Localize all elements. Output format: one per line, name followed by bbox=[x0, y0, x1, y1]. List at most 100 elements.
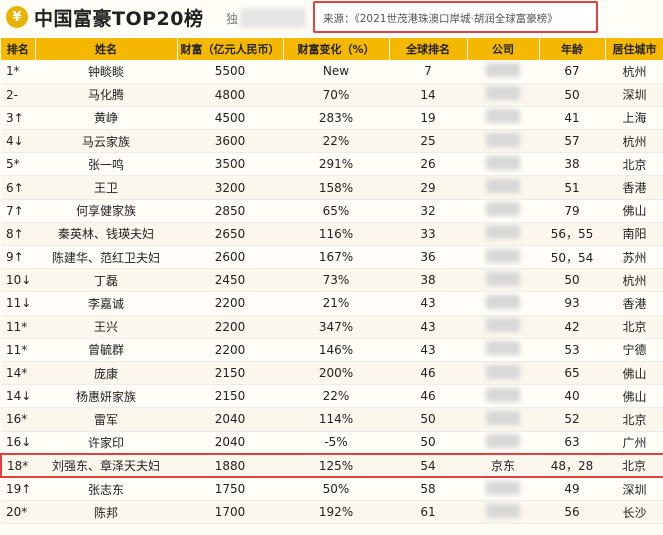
cell-company bbox=[467, 407, 539, 432]
cell-wealth: 2040 bbox=[177, 407, 283, 432]
cell-name: 陈邦 bbox=[35, 500, 177, 525]
cell-name: 杨惠妍家族 bbox=[35, 384, 177, 409]
column-header: 财富（亿元人民币） bbox=[177, 38, 284, 60]
cell-global: 14 bbox=[389, 83, 467, 107]
cell-city: 佛山 bbox=[605, 199, 663, 223]
cell-global: 50 bbox=[389, 431, 467, 455]
cell-rank: 9↑ bbox=[1, 245, 35, 270]
cell-global: 61 bbox=[389, 500, 467, 525]
cell-change: 283% bbox=[283, 106, 389, 131]
cell-rank: 11* bbox=[1, 338, 35, 362]
cell-rank: 11↓ bbox=[1, 291, 35, 316]
table-row: 2- 马化腾 4800 70% 14 50 深圳 bbox=[1, 83, 663, 107]
cell-global: 46 bbox=[389, 384, 467, 409]
cell-name: 陈建华、范红卫夫妇 bbox=[35, 245, 177, 270]
blurred-company bbox=[486, 410, 520, 425]
cell-company bbox=[467, 291, 539, 316]
cell-age: 65 bbox=[539, 361, 605, 386]
column-header: 年龄 bbox=[539, 38, 606, 60]
cell-age: 93 bbox=[539, 291, 605, 316]
table-row: 19↑ 张志东 1750 50% 58 49 深圳 bbox=[1, 477, 663, 502]
cell-rank: 16↓ bbox=[1, 431, 35, 455]
cell-age: 49 bbox=[539, 477, 605, 502]
cell-company bbox=[467, 315, 539, 339]
cell-wealth: 2150 bbox=[177, 361, 283, 386]
cell-rank: 5* bbox=[1, 152, 35, 177]
cell-global: 46 bbox=[389, 361, 467, 386]
cell-wealth: 2450 bbox=[177, 268, 283, 293]
cell-age: 41 bbox=[539, 106, 605, 131]
cell-city: 深圳 bbox=[605, 83, 663, 107]
table-row: 14* 庞康 2150 200% 46 65 佛山 bbox=[1, 361, 663, 386]
column-header: 居住城市 bbox=[605, 38, 663, 60]
table-body: 1* 钟睒睒 5500 New 7 67 杭州 2- 马化腾 4800 70% 14 50 深圳 3↑ 黄峥 4… bbox=[0, 60, 663, 525]
cell-name: 王兴 bbox=[35, 315, 177, 339]
cell-company bbox=[467, 245, 539, 270]
cell-rank: 8↑ bbox=[1, 222, 35, 247]
table-row: 20* 陈邦 1700 192% 61 56 长沙 bbox=[1, 500, 663, 525]
cell-name: 庞康 bbox=[35, 361, 177, 386]
cell-wealth: 2040 bbox=[177, 431, 283, 455]
cell-rank: 14↓ bbox=[1, 384, 35, 409]
cell-global: 36 bbox=[389, 245, 467, 270]
cell-age: 40 bbox=[539, 384, 605, 409]
table-row: 7↑ 何享健家族 2850 65% 32 79 佛山 bbox=[1, 199, 663, 223]
cell-global: 50 bbox=[389, 407, 467, 432]
cell-global: 58 bbox=[389, 477, 467, 502]
cell-city: 杭州 bbox=[605, 129, 663, 154]
blurred-company bbox=[486, 202, 520, 217]
cell-city: 上海 bbox=[605, 106, 663, 131]
blurred-company bbox=[486, 294, 520, 309]
cell-change: 192% bbox=[283, 500, 389, 525]
cell-name: 马云家族 bbox=[35, 129, 177, 154]
cell-wealth: 2200 bbox=[177, 291, 283, 316]
column-header: 姓名 bbox=[35, 38, 178, 60]
cell-wealth: 1700 bbox=[177, 500, 283, 525]
cell-global: 43 bbox=[389, 315, 467, 339]
blurred-company bbox=[486, 179, 520, 194]
cell-company bbox=[467, 222, 539, 247]
column-header: 排名 bbox=[1, 38, 36, 60]
blurred-company bbox=[486, 318, 520, 333]
cell-age: 56 bbox=[539, 500, 605, 525]
cell-change: 73% bbox=[283, 268, 389, 293]
blurred-company bbox=[486, 480, 520, 495]
cell-global: 7 bbox=[389, 60, 467, 84]
title-suffix: 独 bbox=[226, 12, 239, 26]
cell-company bbox=[467, 268, 539, 293]
cell-rank: 7↑ bbox=[1, 199, 35, 223]
table-row: 10↓ 丁磊 2450 73% 38 50 杭州 bbox=[1, 268, 663, 293]
table-row: 3↑ 黄峥 4500 283% 19 41 上海 bbox=[1, 106, 663, 131]
cell-name: 何享健家族 bbox=[35, 199, 177, 223]
cell-rank: 18* bbox=[0, 453, 35, 479]
cell-wealth: 4800 bbox=[177, 83, 283, 107]
column-header: 财富变化（%） bbox=[283, 38, 390, 60]
cell-change: New bbox=[283, 60, 389, 84]
cell-wealth: 2200 bbox=[177, 315, 283, 339]
blurred-company bbox=[486, 271, 520, 286]
cell-change: 65% bbox=[283, 199, 389, 223]
page-title: 中国富豪TOP20榜 bbox=[34, 8, 204, 30]
cell-rank: 19↑ bbox=[1, 477, 35, 502]
cell-wealth: 3500 bbox=[177, 152, 283, 177]
table-row: 11* 王兴 2200 347% 43 42 北京 bbox=[1, 315, 663, 339]
cell-company bbox=[467, 106, 539, 131]
cell-change: 167% bbox=[283, 245, 389, 270]
cell-name: 丁磊 bbox=[35, 268, 177, 293]
cell-change: 114% bbox=[283, 407, 389, 432]
cell-company bbox=[467, 338, 539, 362]
cell-age: 48，28 bbox=[539, 453, 605, 479]
cell-wealth: 5500 bbox=[177, 60, 283, 84]
table-row: 4↓ 马云家族 3600 22% 25 57 杭州 bbox=[1, 129, 663, 154]
rich-list-table: 排名 姓名 财富（亿元人民币） 财富变化（%） 全球排名 公司 年龄 居住城市 1* 钟睒睒 55… bbox=[0, 38, 663, 525]
cell-city: 杭州 bbox=[605, 268, 663, 293]
cell-age: 50 bbox=[539, 83, 605, 107]
cell-rank: 6↑ bbox=[1, 175, 35, 200]
table-row: 11* 曾毓群 2200 146% 43 53 宁德 bbox=[1, 338, 663, 362]
cell-city: 北京 bbox=[605, 152, 663, 177]
cell-name: 李嘉诚 bbox=[35, 291, 177, 316]
cell-rank: 14* bbox=[1, 361, 35, 386]
cell-age: 42 bbox=[539, 315, 605, 339]
cell-city: 佛山 bbox=[605, 384, 663, 409]
blurred-company bbox=[486, 109, 520, 124]
